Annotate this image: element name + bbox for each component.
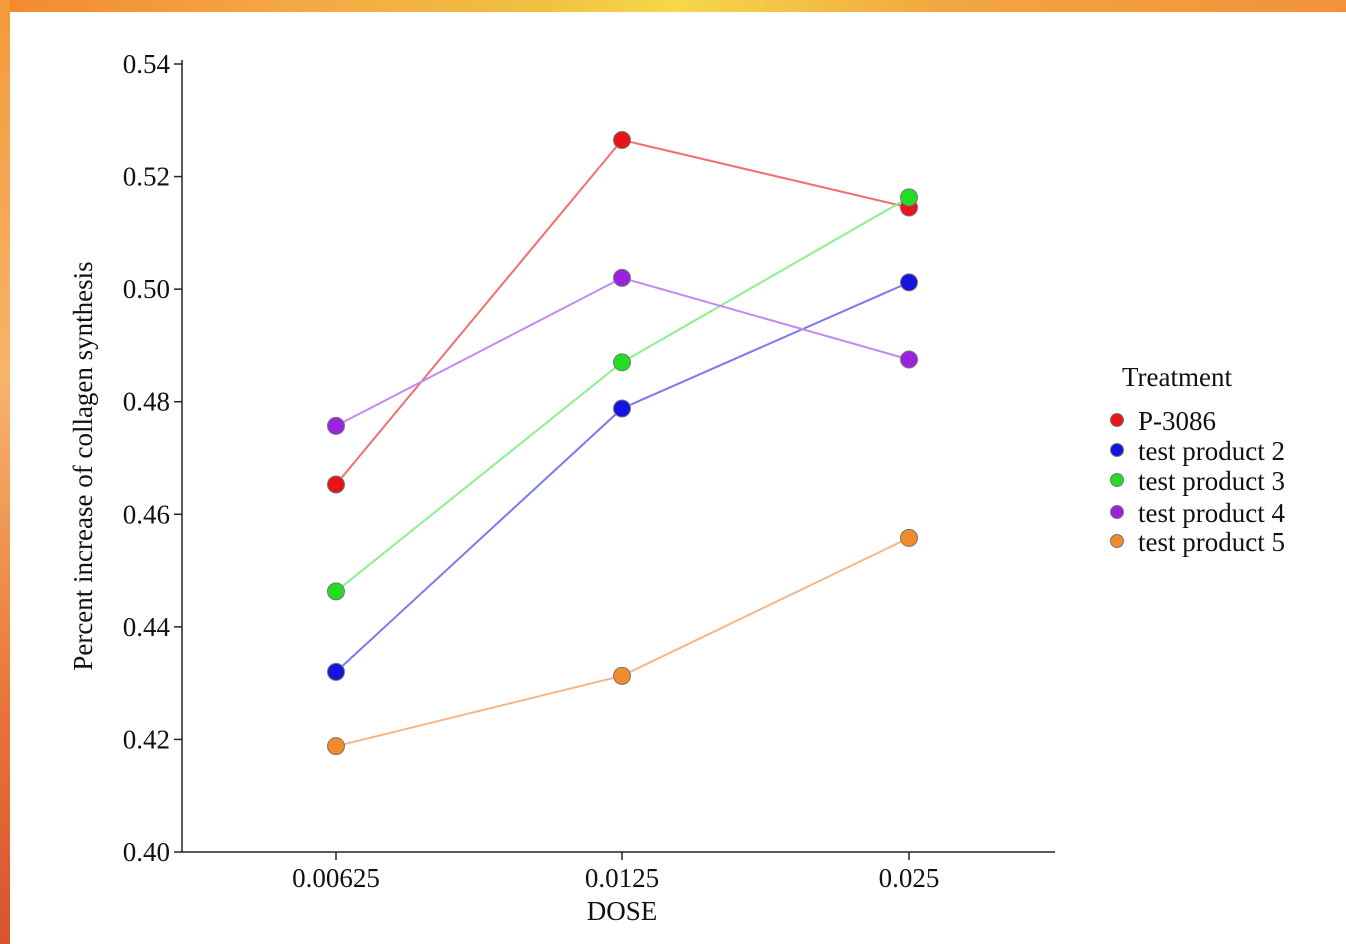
series-points <box>327 130 918 756</box>
data-point <box>613 268 631 287</box>
data-point <box>327 416 345 435</box>
data-point <box>900 350 918 369</box>
y-axis-title: Percent increase of collagen synthesis <box>68 261 98 670</box>
legend-marker <box>1110 505 1124 519</box>
x-tick-label: 0.0125 <box>585 863 659 893</box>
y-tick-label: 0.50 <box>123 274 170 304</box>
series-lines <box>335 138 910 748</box>
legend-marker <box>1110 443 1124 457</box>
y-tick-label: 0.44 <box>123 612 171 642</box>
y-tick-label: 0.46 <box>123 499 170 529</box>
x-axis-title: DOSE <box>587 896 658 926</box>
x-tick-label: 0.025 <box>879 863 940 893</box>
series-line <box>335 196 910 593</box>
data-point <box>613 399 631 418</box>
legend-label: test product 2 <box>1138 436 1285 466</box>
data-point <box>613 353 631 372</box>
data-point <box>900 528 918 547</box>
background-side-strip <box>0 0 10 944</box>
data-point <box>900 188 918 207</box>
data-point <box>327 582 345 601</box>
legend-label: test product 4 <box>1138 498 1285 528</box>
series-line <box>335 537 910 748</box>
data-point <box>900 273 918 292</box>
legend-label: test product 3 <box>1138 466 1285 496</box>
axes: 0.40 0.42 0.44 0.46 0.48 0.50 0.52 0.54 0.00625 0… <box>123 49 1055 893</box>
legend-marker <box>1110 413 1124 427</box>
series-line <box>335 138 910 486</box>
data-point <box>613 666 631 685</box>
series-line <box>335 281 910 673</box>
legend-marker <box>1110 473 1124 487</box>
data-point <box>613 130 631 149</box>
data-point <box>327 475 345 494</box>
legend-label: test product 5 <box>1138 527 1285 557</box>
x-tick-label: 0.00625 <box>292 863 380 893</box>
y-tick-label: 0.40 <box>123 837 170 867</box>
data-point <box>327 737 345 756</box>
data-point <box>327 662 345 681</box>
y-tick-label: 0.48 <box>123 387 170 417</box>
legend-marker <box>1110 534 1124 548</box>
legend-title: Treatment <box>1122 362 1232 392</box>
legend-label: P-3086 <box>1138 406 1216 436</box>
y-tick-label: 0.42 <box>123 724 170 754</box>
y-tick-label: 0.54 <box>123 49 171 79</box>
y-tick-label: 0.52 <box>123 162 170 192</box>
